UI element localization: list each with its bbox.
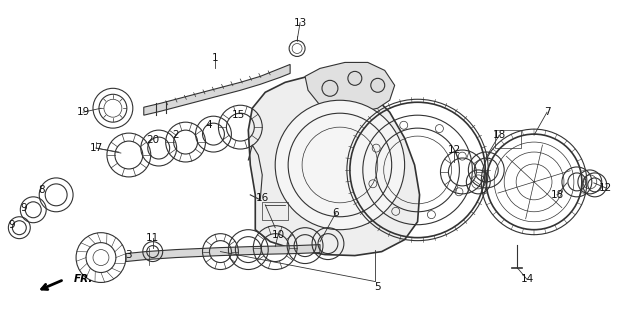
Polygon shape (248, 76, 420, 256)
Polygon shape (144, 65, 290, 115)
Text: 9: 9 (8, 220, 15, 230)
Text: 18: 18 (550, 190, 564, 200)
Text: 14: 14 (520, 274, 534, 285)
Text: 6: 6 (333, 208, 339, 218)
Circle shape (348, 71, 362, 85)
Circle shape (275, 100, 404, 230)
Text: 5: 5 (374, 282, 381, 293)
Circle shape (371, 78, 385, 92)
Text: 8: 8 (38, 185, 45, 195)
Polygon shape (126, 245, 320, 261)
Circle shape (322, 80, 338, 96)
Text: 9: 9 (20, 203, 27, 213)
Text: 16: 16 (255, 193, 269, 203)
Text: 12: 12 (448, 145, 461, 155)
Text: 2: 2 (172, 130, 179, 140)
Text: 15: 15 (232, 110, 245, 120)
Text: 1: 1 (212, 53, 219, 64)
Bar (262, 202, 288, 220)
Text: 13: 13 (294, 17, 307, 28)
Polygon shape (305, 62, 395, 112)
Text: FR.: FR. (74, 274, 93, 285)
Text: 18: 18 (493, 130, 506, 140)
Text: 10: 10 (271, 230, 285, 240)
Text: 7: 7 (544, 107, 550, 117)
Bar (495, 130, 521, 148)
Text: 19: 19 (76, 107, 90, 117)
Text: 11: 11 (146, 233, 159, 243)
Text: 20: 20 (146, 135, 159, 145)
Text: 17: 17 (90, 143, 102, 153)
Text: 3: 3 (125, 250, 132, 259)
Text: 4: 4 (205, 120, 212, 130)
Text: 12: 12 (599, 183, 612, 193)
